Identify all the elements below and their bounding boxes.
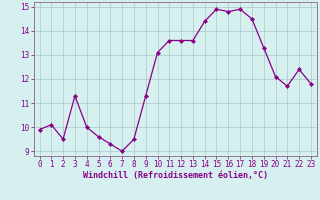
X-axis label: Windchill (Refroidissement éolien,°C): Windchill (Refroidissement éolien,°C) (83, 171, 268, 180)
